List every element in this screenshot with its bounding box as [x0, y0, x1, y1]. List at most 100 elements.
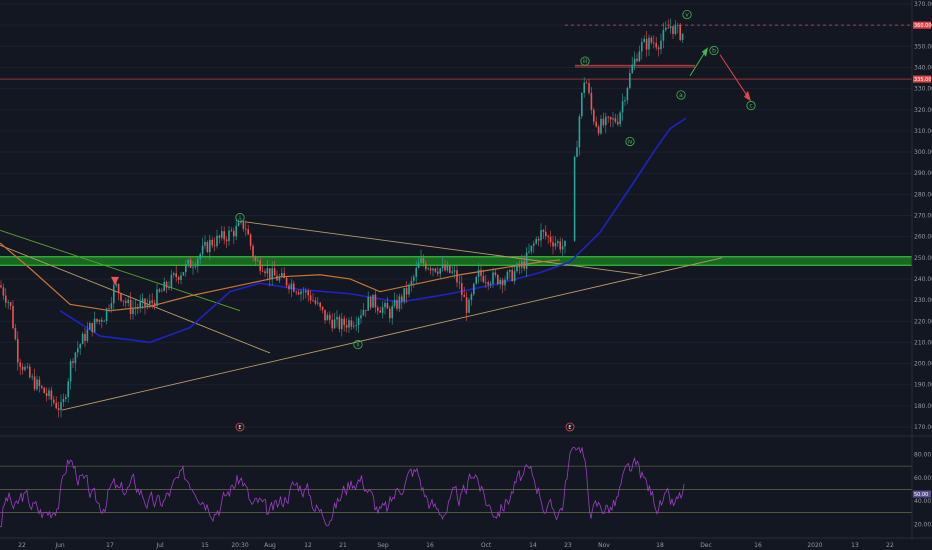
- candle-body: [451, 271, 453, 273]
- candle-body: [165, 281, 168, 288]
- candle-body: [115, 283, 117, 286]
- price-tick-label: 320.00: [914, 107, 932, 114]
- candle-body: [247, 229, 249, 235]
- candle-body: [506, 271, 509, 280]
- wave-label-circle: [746, 100, 756, 111]
- candle-body: [458, 282, 461, 284]
- candle-body: [345, 324, 348, 328]
- candle-body: [475, 276, 477, 284]
- candle-body: [657, 47, 660, 50]
- candle-body: [264, 271, 266, 274]
- candle-body: [609, 116, 612, 120]
- candle-body: [91, 323, 93, 332]
- price-axis: 370.00 360.00 350.00 340.00 330.00 320.00 310.…: [911, 0, 932, 540]
- candle-body: [674, 25, 677, 34]
- candle-body: [641, 42, 643, 52]
- candle-body: [290, 283, 293, 290]
- candle-body: [650, 37, 653, 43]
- candle-body: [245, 228, 247, 230]
- candle-body: [509, 269, 511, 272]
- candle-body: [619, 112, 621, 125]
- rsi-tick-label: 80.00: [914, 451, 931, 458]
- candle-body: [439, 268, 441, 274]
- candle-body: [403, 288, 405, 302]
- candle-body: [353, 325, 355, 327]
- candle-body: [113, 285, 115, 304]
- time-tick-label: 16: [426, 542, 434, 549]
- price-tick-label: 230.00: [914, 297, 932, 304]
- candle-body: [149, 300, 151, 305]
- time-tick-label: Jun: [54, 542, 65, 549]
- time-tick-label: Aug: [264, 542, 276, 549]
- candle-body: [137, 308, 139, 309]
- candle-body: [535, 238, 537, 244]
- candle-body: [324, 309, 326, 321]
- candle-body: [170, 274, 173, 288]
- candle-body: [559, 241, 561, 250]
- candle-body: [105, 308, 108, 321]
- candle-body: [55, 402, 57, 409]
- candle-body: [141, 298, 144, 303]
- candle-body: [518, 263, 521, 268]
- candle-body: [96, 318, 98, 322]
- time-tick-label: Jul: [155, 542, 164, 549]
- candle-body: [110, 303, 113, 309]
- trendline: [244, 221, 643, 276]
- candle-body: [173, 273, 175, 275]
- candle-body: [302, 291, 305, 293]
- trendline: [0, 244, 271, 354]
- time-tick-label: 21: [339, 542, 347, 549]
- rsi-tag: [913, 490, 931, 498]
- candle-body: [365, 310, 367, 311]
- candle-body: [45, 393, 48, 397]
- current-price-tag: [913, 75, 931, 83]
- rsi-tag-text: 50.00: [914, 492, 928, 498]
- candle-body: [5, 295, 7, 303]
- candle-body: [667, 27, 669, 29]
- candle-body: [511, 269, 513, 282]
- candle-body: [168, 287, 170, 289]
- candle-body: [429, 268, 432, 271]
- candle-body: [185, 264, 187, 273]
- candle-body: [432, 268, 434, 271]
- candle-body: [201, 245, 204, 255]
- candle-body: [453, 270, 456, 272]
- time-tick-label: 2020: [807, 542, 822, 549]
- candle-body: [348, 320, 350, 328]
- candle-body: [156, 289, 158, 306]
- candle-body: [293, 283, 295, 292]
- candle-body: [326, 315, 329, 321]
- candle-body: [69, 361, 72, 382]
- candle-body: [540, 229, 542, 241]
- wave-label-circle: [682, 9, 692, 20]
- wave-label-circle: [235, 213, 245, 223]
- candle-body: [158, 289, 161, 292]
- candle-body: [223, 231, 225, 240]
- candle-body: [93, 318, 96, 332]
- price-tick-label: 260.00: [914, 234, 932, 241]
- candle-body: [314, 300, 317, 304]
- support-zone: [0, 256, 912, 266]
- arrow-down-head: [744, 90, 751, 102]
- time-tick-label: 22: [886, 542, 894, 549]
- wave-label-circle: [625, 136, 635, 147]
- price-tick-label: 220.00: [914, 318, 932, 325]
- candle-body: [456, 270, 458, 283]
- event-marker: [235, 422, 245, 432]
- candle-body: [0, 285, 2, 288]
- price-tick-label: 210.00: [914, 339, 932, 346]
- candle-body: [384, 302, 386, 308]
- candle-body: [537, 238, 540, 241]
- candle-body: [420, 258, 422, 263]
- candle-body: [192, 267, 194, 268]
- wave-label-text: iii: [582, 58, 587, 65]
- candle-body: [199, 254, 201, 260]
- candle-body: [497, 274, 499, 285]
- candle-body: [386, 302, 389, 309]
- candle-body: [84, 333, 86, 341]
- candle-body: [50, 390, 53, 400]
- sell-marker: [111, 276, 119, 286]
- candle-body: [333, 319, 336, 329]
